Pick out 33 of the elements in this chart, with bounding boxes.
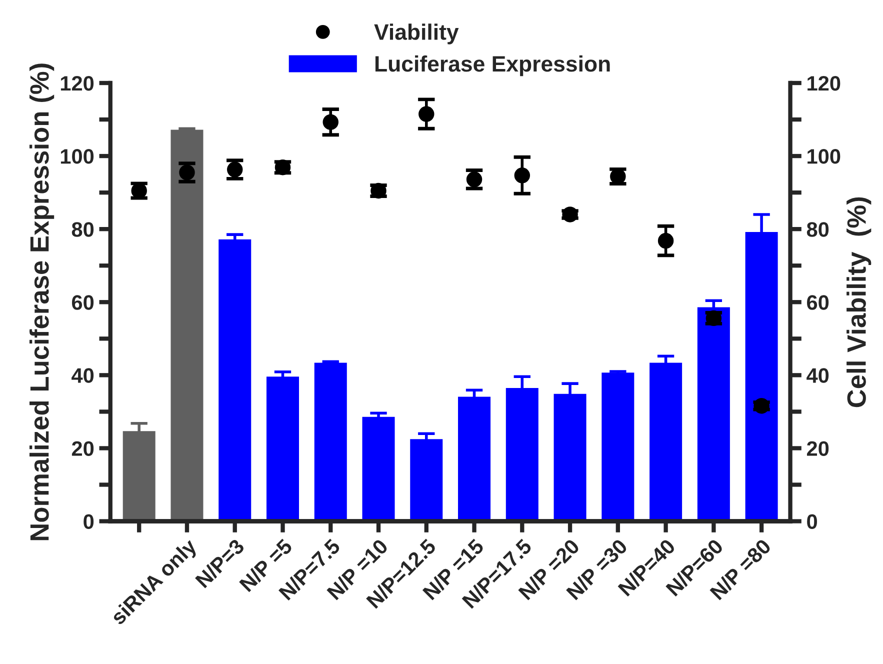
point — [322, 114, 338, 130]
y2-tick-label: 20 — [806, 441, 829, 456]
y-tick-label: 0 — [84, 514, 94, 529]
legend-label: Viability — [374, 24, 459, 44]
bar — [266, 376, 300, 522]
bar — [170, 130, 204, 522]
y2-tick-label: 100 — [808, 149, 840, 164]
bar — [314, 362, 347, 522]
bar — [602, 372, 634, 522]
y-axis-title: Normalized Luciferase Expression (%) — [29, 64, 54, 540]
y2-tick-label: 60 — [807, 295, 829, 310]
point — [562, 206, 578, 222]
bar — [410, 439, 443, 522]
point — [418, 106, 434, 122]
y-tick-label: 80 — [72, 222, 94, 237]
y-tick-label: 120 — [60, 76, 94, 91]
y2-tick-label: 120 — [808, 76, 840, 91]
y2-tick-label: 0 — [807, 514, 817, 529]
point — [514, 168, 530, 184]
y-tick-label: 20 — [72, 441, 94, 456]
y2-tick-label: 80 — [806, 222, 829, 237]
bar — [362, 416, 395, 522]
legend-label: Luciferase Expression — [375, 55, 610, 76]
y-tick-label: 40 — [72, 368, 94, 383]
point — [226, 162, 243, 178]
point — [179, 164, 195, 180]
y-tick-label: 100 — [60, 149, 94, 164]
y-tick-label: 60 — [72, 295, 94, 310]
point — [466, 172, 482, 188]
point — [658, 232, 674, 249]
bar — [218, 239, 252, 522]
y2-axis-title: Cell Viability (%) — [846, 197, 872, 408]
y2-tick-label: 40 — [806, 368, 829, 383]
